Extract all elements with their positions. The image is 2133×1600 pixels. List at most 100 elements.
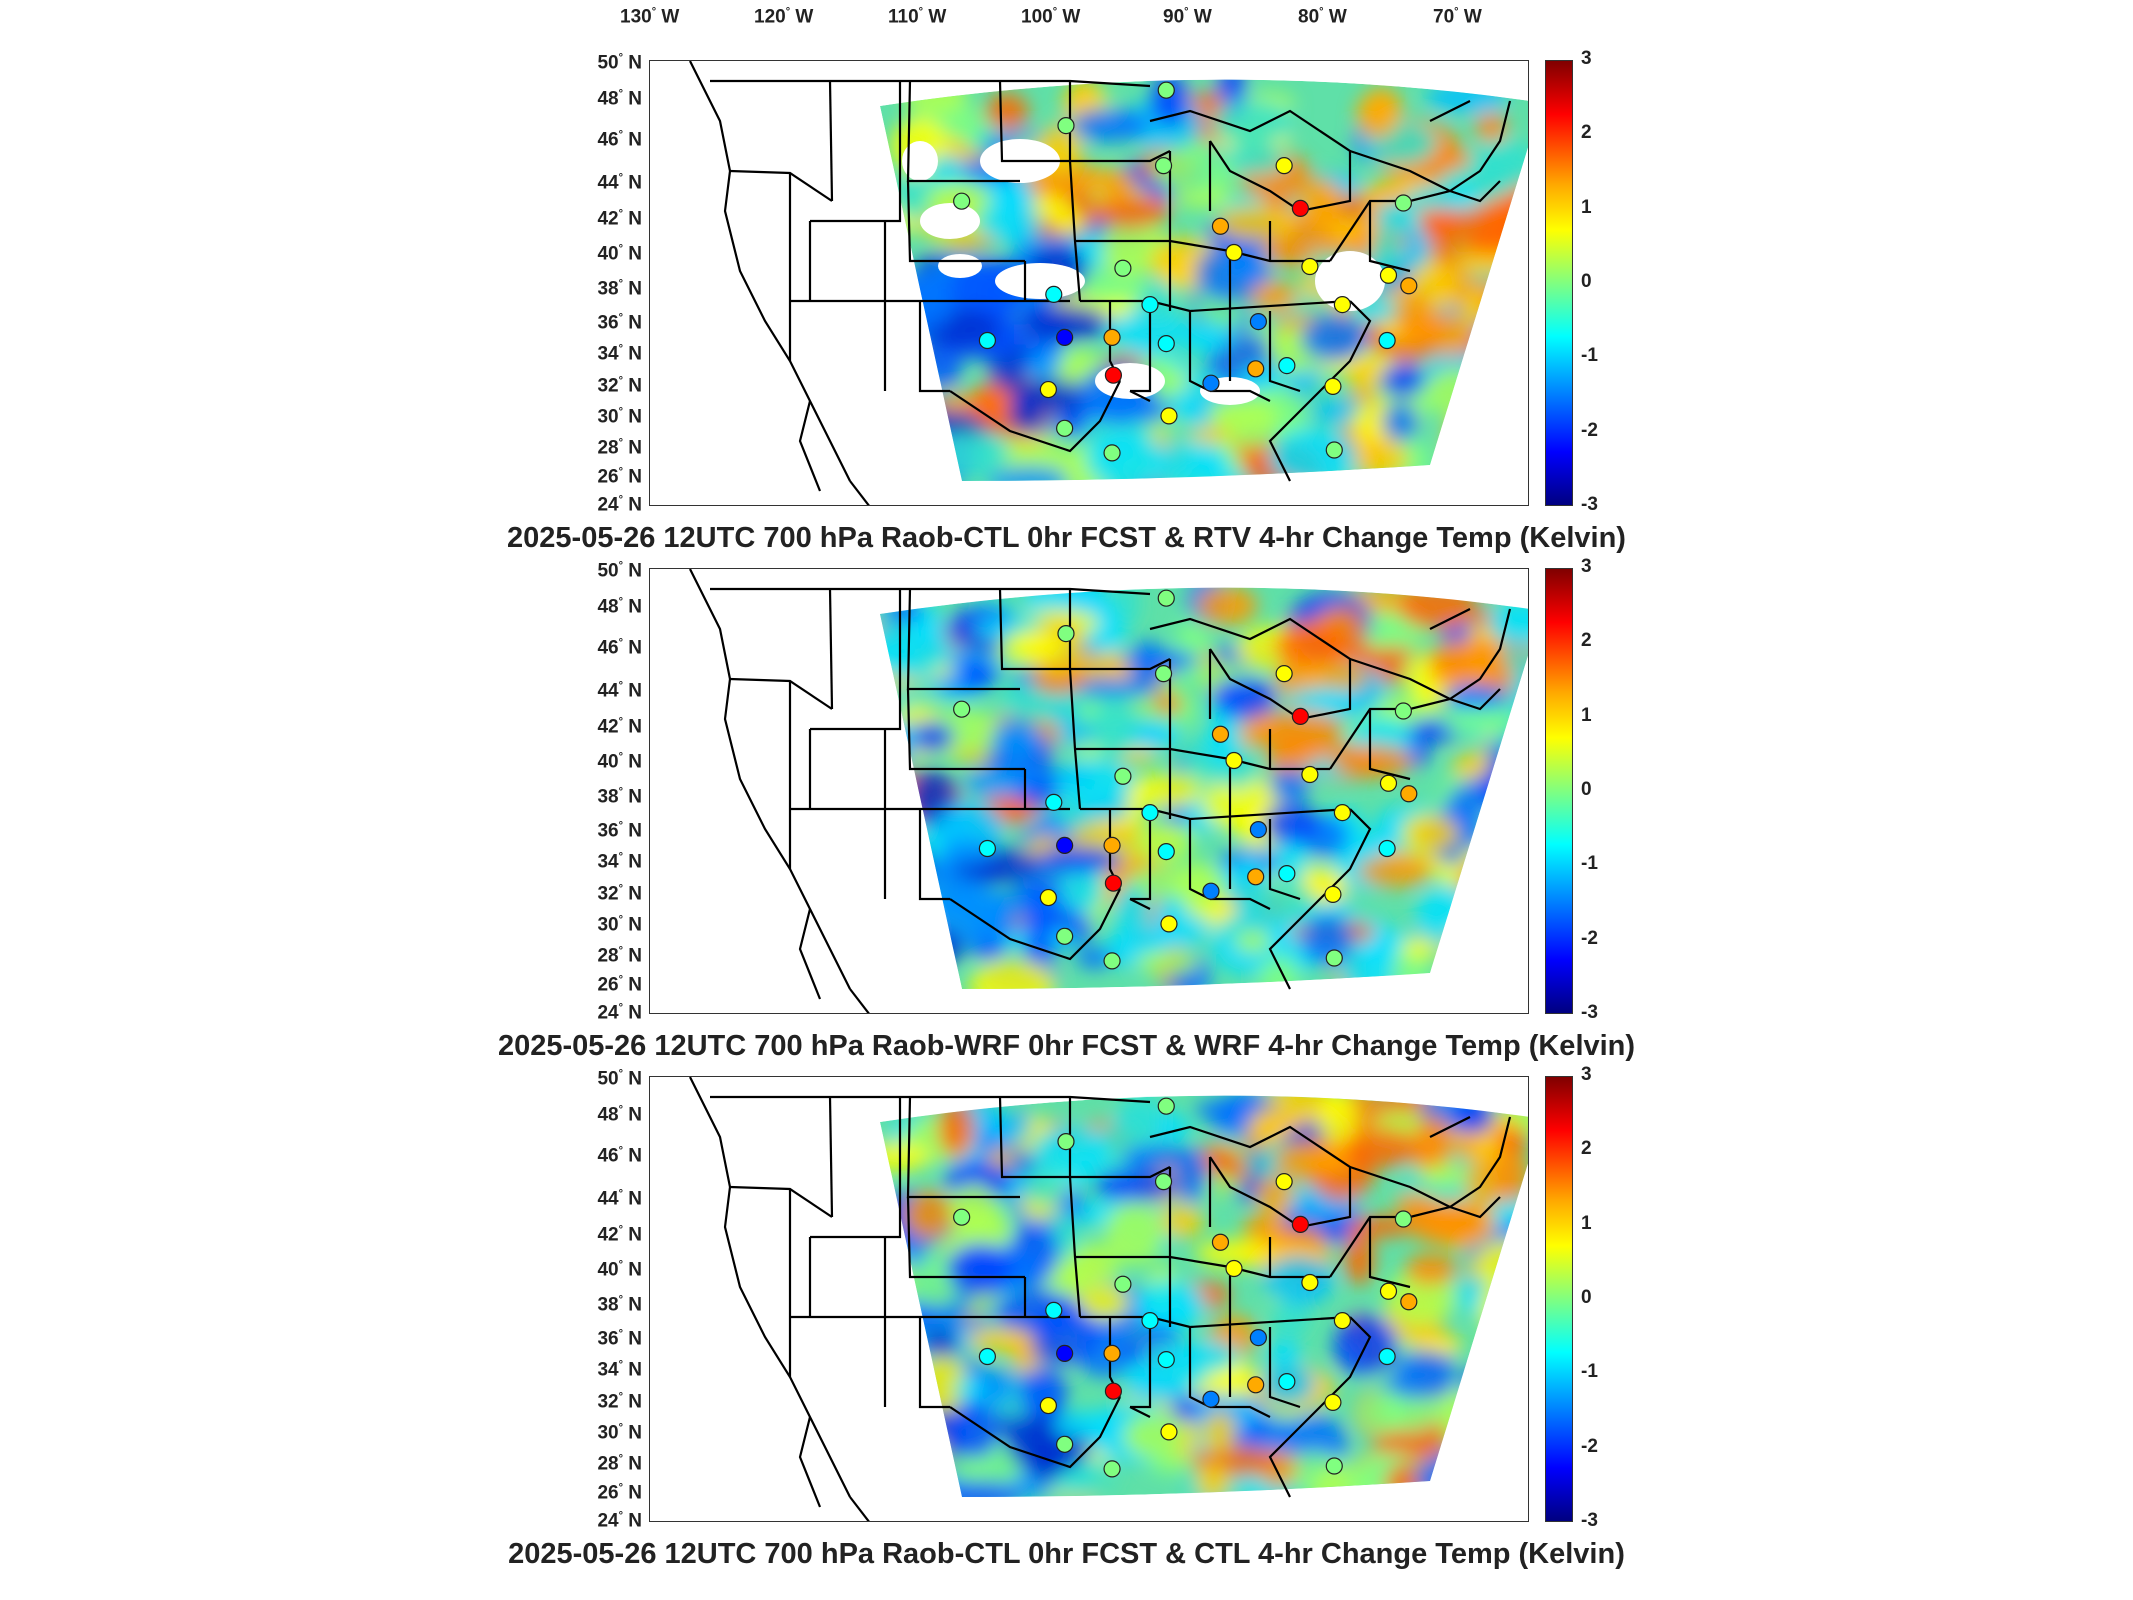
map-panel-2: 50° N 48° N 46° N 44° N 42° N 40° N 38° N 36° N… xyxy=(0,508,2133,1062)
latitude-label: 50° N xyxy=(597,560,642,582)
field-blob xyxy=(949,1184,998,1234)
latitude-label: 34° N xyxy=(597,343,642,365)
field-blob xyxy=(1196,587,1258,626)
colorbar-tick-label: 2 xyxy=(1581,122,1592,144)
field-blob xyxy=(1474,112,1509,143)
station-marker xyxy=(1291,1215,1310,1233)
missing-data-patch xyxy=(938,254,982,278)
boundary-line xyxy=(998,588,1070,671)
station-marker xyxy=(1333,296,1352,314)
station-marker xyxy=(1291,707,1310,725)
boundary-line xyxy=(1129,390,1151,402)
station-marker xyxy=(1275,1173,1293,1191)
boundary-line xyxy=(1268,1327,1301,1409)
field-blob xyxy=(906,721,955,753)
field-blob xyxy=(1472,1450,1528,1498)
field-blob xyxy=(1196,1462,1230,1498)
field-blob xyxy=(1355,92,1398,140)
temperature-field xyxy=(880,79,1528,482)
station-marker xyxy=(1247,868,1265,886)
boundary-line xyxy=(1070,658,1171,671)
field-blob xyxy=(1486,1449,1520,1489)
field-blob xyxy=(954,1376,984,1402)
latitude-label: 32° N xyxy=(597,883,642,905)
field-blob xyxy=(924,929,964,967)
latitude-label: 24° N xyxy=(597,494,642,516)
field-blob xyxy=(1425,81,1509,114)
field-blob xyxy=(975,184,1044,244)
station-marker xyxy=(1157,81,1175,99)
field-blob xyxy=(1024,1305,1100,1366)
field-blob xyxy=(1500,968,1528,990)
field-blob xyxy=(1379,363,1425,398)
boundary-line xyxy=(1349,657,1451,700)
station-markers xyxy=(953,81,1418,462)
panel-title: 2025-05-26 12UTC 700 hPa Raob-WRF 0hr FC… xyxy=(497,1030,1636,1062)
field-blob xyxy=(1449,900,1503,926)
colorbar-tick-label: 3 xyxy=(1581,556,1592,577)
field-blob xyxy=(1211,402,1279,435)
boundary-line xyxy=(1429,1116,1471,1138)
station-marker xyxy=(1202,1390,1220,1408)
latitude-label: 26° N xyxy=(597,1482,642,1504)
field-blob xyxy=(1479,1284,1509,1336)
boundary-line xyxy=(828,80,834,202)
station-marker xyxy=(1103,836,1121,854)
station-marker xyxy=(1379,266,1398,284)
field-blob xyxy=(1211,100,1294,146)
field-blob xyxy=(1502,1318,1528,1354)
boundary-line xyxy=(710,1095,1151,1104)
station-marker xyxy=(1141,1312,1159,1330)
missing-data-patch xyxy=(1095,363,1165,399)
boundary-line xyxy=(1449,688,1501,711)
boundary-line xyxy=(906,180,1025,263)
field-blob xyxy=(1492,1147,1528,1203)
station-marker xyxy=(1324,885,1342,903)
field-blob xyxy=(1405,185,1483,211)
boundary-line xyxy=(906,688,1025,771)
field-blob xyxy=(880,1262,899,1286)
station-marker xyxy=(1104,1382,1123,1400)
latitude-label: 46° N xyxy=(597,1145,642,1167)
field-blob xyxy=(911,1431,945,1483)
field-blob xyxy=(1251,279,1298,314)
field-blob xyxy=(880,357,911,381)
colorbar-tick-label: -3 xyxy=(1581,1510,1598,1531)
station-marker xyxy=(1211,1233,1230,1251)
latitude-label: 40° N xyxy=(597,1259,642,1281)
station-marker xyxy=(1056,328,1074,346)
field-blob xyxy=(1420,148,1473,171)
longitude-label-110: 110° W xyxy=(888,6,947,28)
field-blob xyxy=(1455,1416,1528,1467)
station-markers xyxy=(953,589,1418,970)
field-blob xyxy=(1153,148,1234,194)
station-marker xyxy=(1400,785,1418,803)
boundary-line xyxy=(689,569,851,990)
field-blob xyxy=(1467,1473,1522,1498)
colorbar-tick-label: -1 xyxy=(1581,853,1598,875)
field-blob xyxy=(1459,844,1528,870)
latitude-label: 50° N xyxy=(597,1068,642,1090)
field-blob xyxy=(1215,205,1299,241)
field-blob xyxy=(1456,636,1507,690)
field-blob xyxy=(1259,954,1300,990)
boundary-line xyxy=(998,1096,1070,1179)
field-blob xyxy=(1120,1095,1162,1146)
field-blob xyxy=(1404,1253,1458,1286)
latitude-label: 48° N xyxy=(597,1104,642,1126)
field-blob xyxy=(1477,1386,1510,1412)
boundary-line xyxy=(710,79,1151,88)
station-marker xyxy=(1114,259,1132,277)
station-marker xyxy=(1157,843,1175,861)
station-marker xyxy=(1394,702,1412,720)
station-marker xyxy=(1154,1173,1173,1191)
boundary-line xyxy=(1368,1217,1411,1289)
station-marker xyxy=(1056,927,1074,945)
boundary-line xyxy=(798,400,822,492)
boundary-line xyxy=(1149,1125,1352,1229)
panel-title: 2025-05-26 12UTC 700 hPa Raob-CTL 0hr FC… xyxy=(507,522,1626,554)
colorbar-tick-label: 0 xyxy=(1581,779,1592,800)
field-blob xyxy=(1353,437,1408,481)
field-blob xyxy=(1302,1151,1353,1173)
longitude-label-120: 120° W xyxy=(754,6,814,28)
